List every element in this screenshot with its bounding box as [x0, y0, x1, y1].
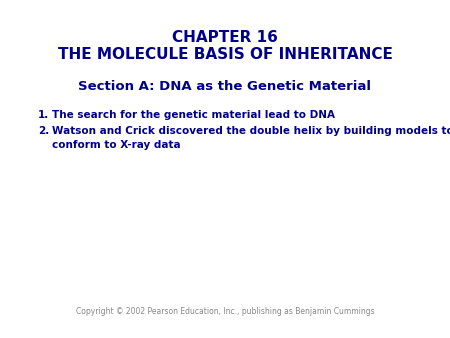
Text: 2.: 2.	[38, 126, 49, 136]
Text: Copyright © 2002 Pearson Education, Inc., publishing as Benjamin Cummings: Copyright © 2002 Pearson Education, Inc.…	[76, 307, 374, 316]
Text: The search for the genetic material lead to DNA: The search for the genetic material lead…	[52, 110, 335, 120]
Text: Watson and Crick discovered the double helix by building models to: Watson and Crick discovered the double h…	[52, 126, 450, 136]
Text: THE MOLECULE BASIS OF INHERITANCE: THE MOLECULE BASIS OF INHERITANCE	[58, 47, 392, 62]
Text: Section A: DNA as the Genetic Material: Section A: DNA as the Genetic Material	[78, 80, 372, 93]
Text: 1.: 1.	[38, 110, 49, 120]
Text: conform to X-ray data: conform to X-ray data	[52, 140, 180, 150]
Text: CHAPTER 16: CHAPTER 16	[172, 30, 278, 45]
